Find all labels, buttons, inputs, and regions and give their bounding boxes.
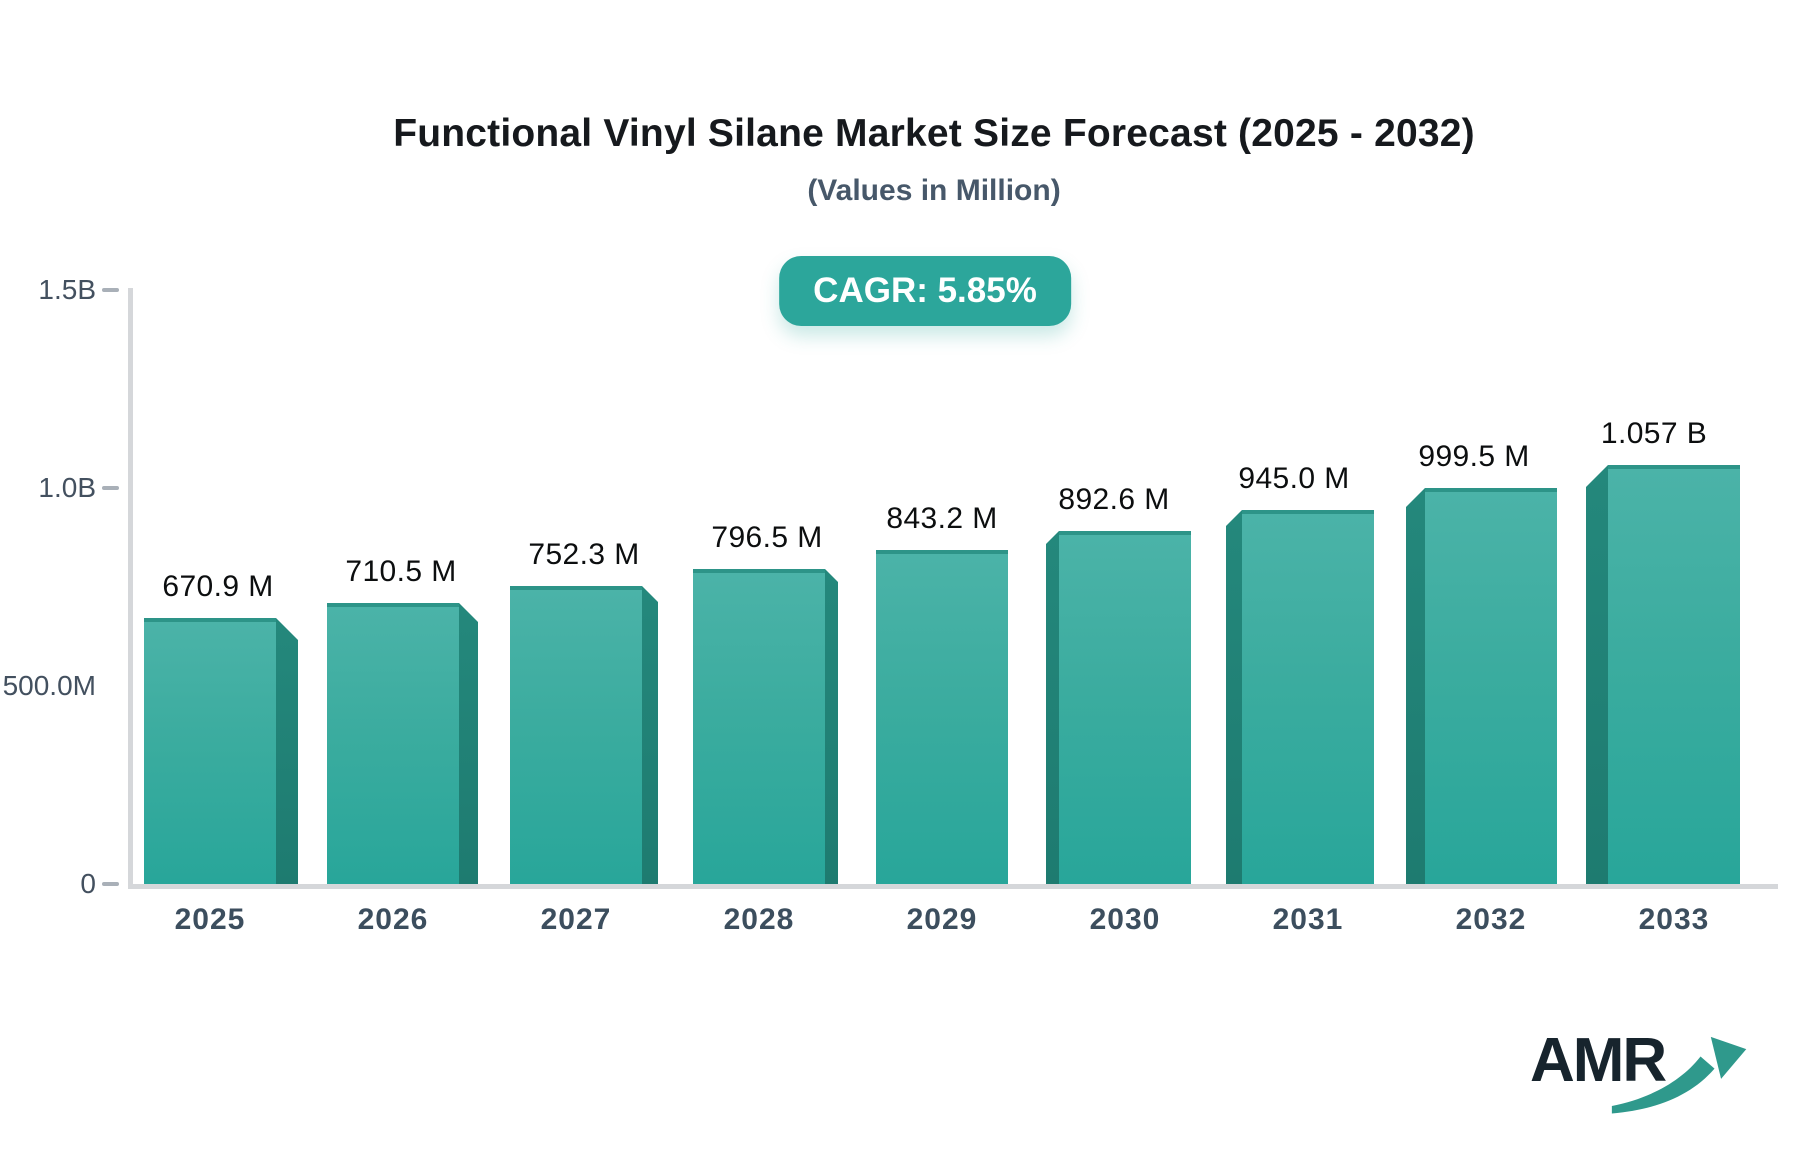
bar-value-label: 945.0 M bbox=[1238, 462, 1350, 495]
chart-subtitle: (Values in Million) bbox=[807, 174, 1061, 207]
x-axis-category-label: 2026 bbox=[357, 903, 429, 936]
x-axis-category-label: 2030 bbox=[1089, 903, 1161, 936]
bar-value-label: 999.5 M bbox=[1418, 440, 1530, 473]
bar-value-label: 752.3 M bbox=[528, 538, 640, 571]
bar-value-label: 796.5 M bbox=[711, 521, 823, 554]
y-axis-tick-mark bbox=[102, 288, 119, 292]
bar-side-face bbox=[825, 569, 838, 884]
bar-2030 bbox=[1059, 531, 1191, 884]
x-axis-category-label: 2027 bbox=[540, 903, 612, 936]
x-axis-category-label: 2025 bbox=[174, 903, 246, 936]
bar-side-face bbox=[642, 586, 658, 884]
amr-logo: AMR bbox=[1530, 1025, 1790, 1135]
bar-value-label: 892.6 M bbox=[1058, 483, 1170, 516]
y-axis-tick-mark bbox=[102, 882, 119, 886]
bar-value-label: 670.9 M bbox=[162, 570, 274, 603]
bar-value-label: 843.2 M bbox=[886, 502, 998, 535]
bar-side-face bbox=[459, 603, 478, 884]
trend-up-arrow-icon bbox=[1611, 1036, 1747, 1114]
y-axis-tick-mark bbox=[102, 486, 119, 490]
bar-side-face bbox=[1586, 465, 1608, 884]
bar-2025 bbox=[144, 618, 276, 884]
bar-2029 bbox=[876, 550, 1008, 884]
x-axis-category-label: 2033 bbox=[1638, 903, 1710, 936]
x-axis-category-label: 2029 bbox=[906, 903, 978, 936]
bar-side-face bbox=[276, 618, 298, 884]
bar-side-face bbox=[1406, 488, 1425, 884]
bar-value-label: 1.057 B bbox=[1600, 417, 1708, 450]
bar-2032 bbox=[1425, 488, 1557, 884]
x-axis-category-label: 2032 bbox=[1455, 903, 1527, 936]
y-axis-tick-label: 1.0B bbox=[38, 472, 96, 503]
bar-2027 bbox=[510, 586, 642, 884]
x-axis-category-label: 2031 bbox=[1272, 903, 1344, 936]
bar-2033 bbox=[1608, 465, 1740, 884]
cagr-badge: CAGR: 5.85% bbox=[779, 256, 1071, 326]
y-axis-tick-label: 0 bbox=[80, 868, 96, 899]
chart-title: Functional Vinyl Silane Market Size Fore… bbox=[393, 112, 1475, 155]
x-axis-category-label: 2028 bbox=[723, 903, 795, 936]
x-axis-line bbox=[128, 884, 1778, 889]
y-axis-tick-label: 1.5B bbox=[38, 274, 96, 305]
y-axis-line bbox=[128, 288, 133, 889]
bar-side-face bbox=[1226, 510, 1242, 884]
bar-2028 bbox=[693, 569, 825, 884]
bar-2026 bbox=[327, 603, 459, 884]
y-axis-tick-label: 500.0M bbox=[2, 670, 96, 701]
bar-2031 bbox=[1242, 510, 1374, 884]
bar-side-face bbox=[1046, 531, 1059, 884]
amr-logo-text: AMR bbox=[1530, 1026, 1667, 1095]
bar-value-label: 710.5 M bbox=[345, 555, 457, 588]
